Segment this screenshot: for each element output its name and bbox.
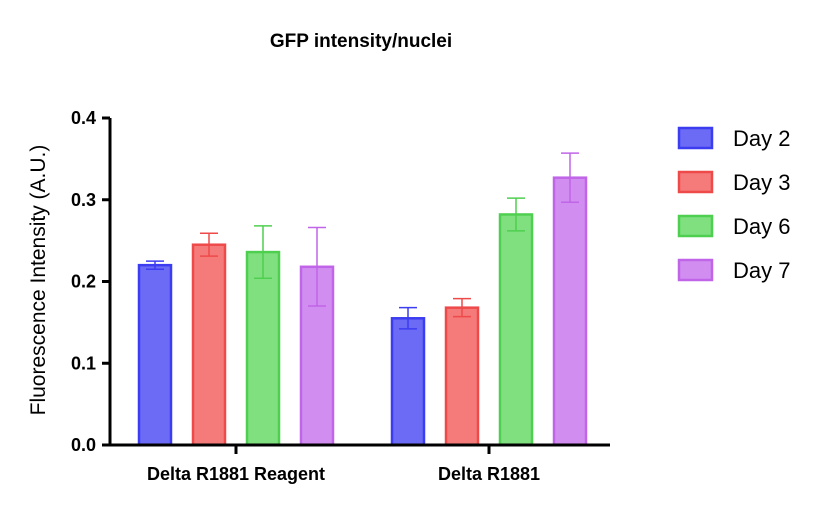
legend-label: Day 6 — [733, 214, 790, 239]
legend-swatch-day-3 — [677, 170, 714, 194]
legend-swatch-day-2 — [677, 126, 714, 150]
bar-day-6-cat-1 — [498, 213, 534, 447]
y-tick-label: 0.2 — [71, 272, 96, 292]
y-tick-label: 0.1 — [71, 353, 96, 373]
legend-label: Day 3 — [733, 170, 790, 195]
x-category-label: Delta R1881 — [438, 464, 540, 484]
bar-day-3-cat-1 — [444, 306, 480, 447]
y-tick-label: 0.3 — [71, 190, 96, 210]
y-tick-label: 0.0 — [71, 435, 96, 455]
plot-area: 0.0 0.1 0.2 0.3 0.4 Delta R1881 Reagent Delta … — [71, 108, 610, 484]
legend-label: Day 2 — [733, 126, 790, 151]
legend-label: Day 7 — [733, 258, 790, 283]
chart-title: GFP intensity/nuclei — [270, 31, 452, 52]
bar-day-2-cat-1 — [390, 317, 426, 447]
legend-swatch-day-7 — [677, 258, 714, 282]
bar-day-7-cat-1 — [552, 176, 588, 447]
bar-day-2-cat-0 — [137, 263, 173, 447]
y-axis-label: Fluorescence Intensity (A.U.) — [27, 145, 50, 416]
legend-swatch-day-6 — [677, 214, 714, 238]
y-tick-label: 0.4 — [71, 108, 96, 128]
legend: Day 2 Day 3 Day 6 Day 7 — [677, 126, 790, 283]
x-category-label: Delta R1881 Reagent — [147, 464, 325, 484]
bar-day-6-cat-0 — [245, 250, 281, 447]
bar-day-3-cat-0 — [191, 243, 227, 447]
